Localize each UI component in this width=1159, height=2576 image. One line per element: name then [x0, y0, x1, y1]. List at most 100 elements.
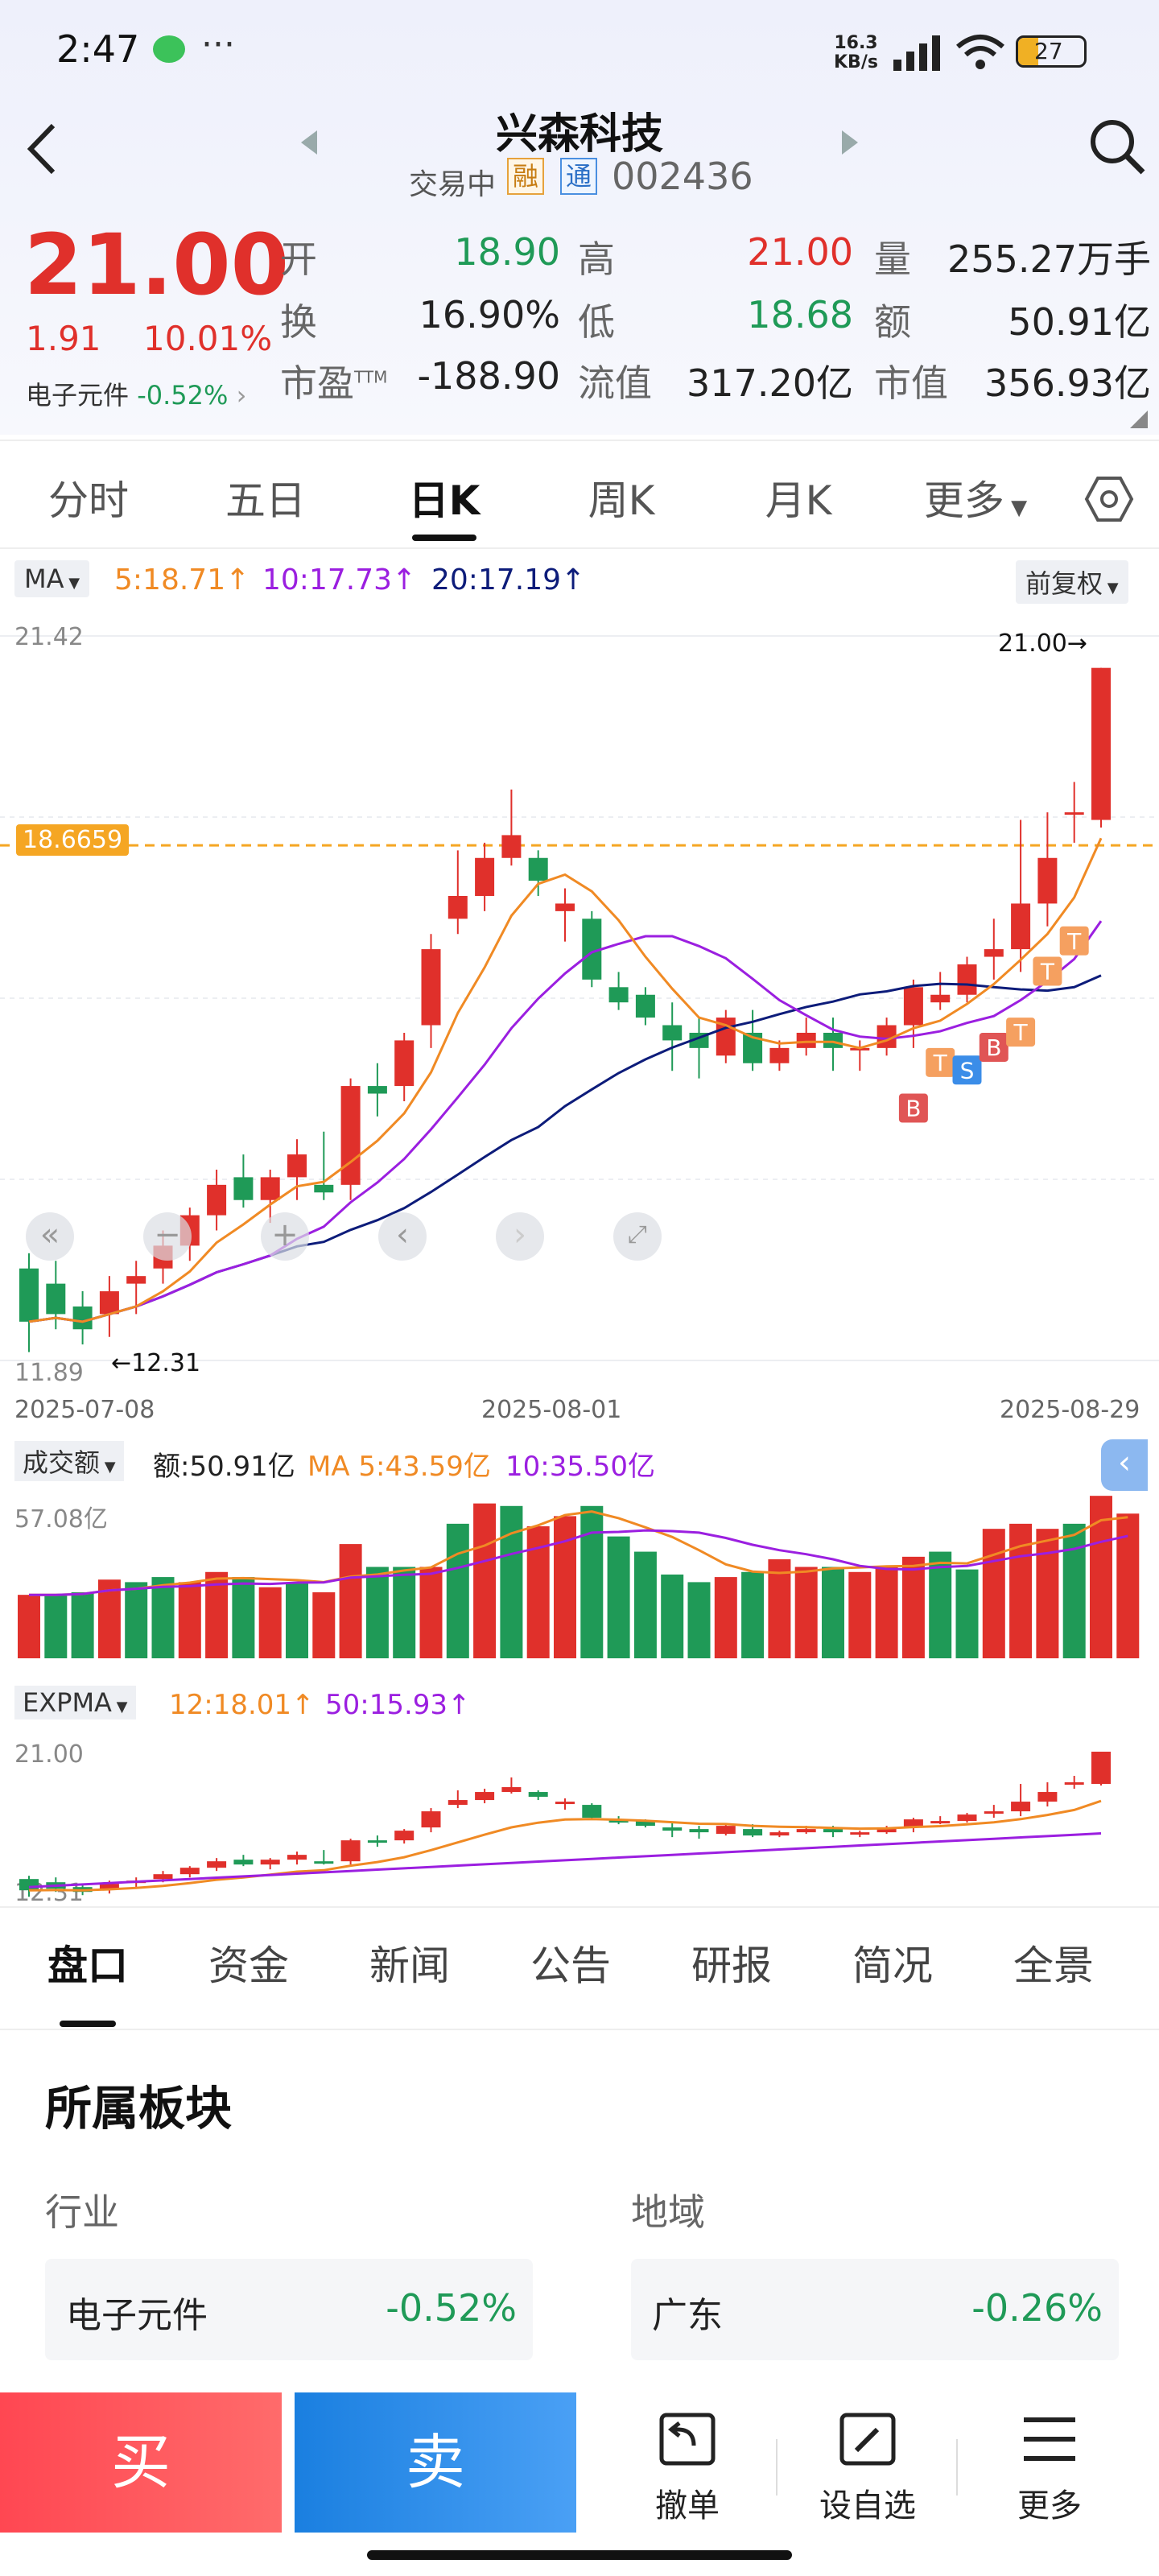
volume-bar	[768, 1559, 791, 1658]
settings-hexagon-icon[interactable]	[1083, 475, 1135, 523]
expma-candle-body	[769, 1832, 790, 1836]
industry-card[interactable]: 电子元件 -0.52%	[45, 2259, 533, 2360]
tab-more[interactable]: 更多 ▼	[923, 477, 1028, 524]
search-icon[interactable]	[1087, 116, 1148, 177]
expma-candle-body	[1064, 1782, 1084, 1785]
sector-link[interactable]: 电子元件 -0.52% ›	[26, 380, 247, 411]
tab-news[interactable]: 新闻	[369, 1942, 450, 1989]
candle-body	[957, 964, 977, 995]
candle-body	[823, 1032, 843, 1048]
volume-chart[interactable]	[0, 1481, 1159, 1666]
sector-pct: -0.52%	[137, 380, 229, 411]
more-dots-icon: ···	[201, 24, 235, 65]
expma-candle-body	[689, 1829, 709, 1833]
candle-body	[314, 1184, 334, 1193]
tab-announcements[interactable]: 公告	[530, 1942, 611, 1989]
expand-corner-icon[interactable]	[1130, 411, 1148, 428]
expma-candle-body	[984, 1811, 1004, 1814]
scroll-start-icon[interactable]: «	[26, 1212, 74, 1261]
zoom-in-icon[interactable]: +	[261, 1212, 309, 1261]
region-card[interactable]: 广东 -0.26%	[631, 2259, 1119, 2360]
y-axis-max: 21.42	[14, 623, 84, 651]
tab-profile[interactable]: 简况	[852, 1942, 933, 1989]
expma-candle-body	[662, 1827, 683, 1831]
next-stock-icon[interactable]	[840, 129, 860, 156]
candle-body	[448, 895, 468, 919]
sell-button[interactable]: 卖	[295, 2392, 576, 2533]
expma-candle-body	[528, 1792, 548, 1798]
expma-candle-body	[555, 1802, 575, 1805]
high-value: 21.00	[747, 230, 853, 274]
tab-intraday[interactable]: 分时	[48, 477, 129, 524]
tab-overview[interactable]: 全景	[1013, 1942, 1094, 1989]
expma-candle-body	[260, 1860, 280, 1865]
zoom-out-icon[interactable]: −	[143, 1212, 192, 1261]
ma20-value: 20:17.19↑	[431, 564, 586, 597]
trade-marker	[926, 1047, 955, 1077]
candle-body	[19, 1268, 39, 1322]
more-menu-label: 更多	[1017, 2487, 1082, 2524]
volume-bar	[232, 1577, 255, 1658]
expma50-line	[28, 1832, 1102, 1889]
volume-bar	[741, 1571, 765, 1658]
add-watchlist-button[interactable]: 设自选	[779, 2407, 956, 2536]
float-cap-value: 317.20亿	[687, 361, 853, 405]
volume-bar	[18, 1595, 40, 1658]
candle-body	[608, 987, 629, 1003]
market-cap-value: 356.93亿	[984, 361, 1151, 405]
candle-body	[421, 949, 441, 1026]
back-icon[interactable]	[23, 121, 63, 177]
active-tab-indicator	[412, 535, 476, 541]
expma-indicator-select[interactable]: EXPMA ▼	[14, 1686, 136, 1719]
fullscreen-icon[interactable]: ⤢	[613, 1212, 662, 1261]
expma-chart[interactable]	[0, 1731, 1159, 1908]
tab-handicap[interactable]: 盘口	[47, 1942, 128, 1989]
tab-funds[interactable]: 资金	[208, 1942, 289, 1989]
low-price-label: ←12.31	[111, 1349, 201, 1377]
expma-candle-body	[1037, 1792, 1058, 1802]
trade-marker	[1059, 926, 1089, 956]
volume-bar	[633, 1551, 657, 1658]
undo-icon	[659, 2413, 716, 2466]
volume-bar	[687, 1582, 711, 1658]
buy-button[interactable]: 买	[0, 2392, 282, 2533]
connect-tag: 通	[560, 158, 597, 195]
ma5-value: 5:18.71↑	[114, 564, 250, 597]
add-watchlist-label: 设自选	[819, 2487, 916, 2524]
more-menu-button[interactable]: 更多	[961, 2407, 1138, 2536]
tab-research[interactable]: 研报	[691, 1942, 772, 1989]
collapse-panel-icon[interactable]: ‹	[1101, 1439, 1148, 1491]
expma-candle-body	[448, 1800, 468, 1806]
expma-candle-body	[340, 1840, 361, 1862]
expma12-value: 12:18.01↑	[169, 1689, 315, 1721]
candle-body	[930, 994, 951, 1003]
divider	[0, 440, 1159, 441]
prev-stock-icon[interactable]	[299, 129, 319, 156]
volume-bar	[875, 1567, 898, 1658]
volume-bar	[151, 1577, 175, 1658]
tab-monthly-k[interactable]: 月K	[765, 477, 832, 524]
scroll-right-icon[interactable]: ›	[496, 1212, 544, 1261]
candle-body	[46, 1283, 66, 1315]
expma-candle-body	[179, 1868, 200, 1875]
volume-label: 量	[874, 237, 911, 281]
indicator-select-ma[interactable]: MA ▼	[14, 560, 90, 597]
stock-name: 兴森科技	[495, 110, 663, 159]
divider	[956, 2439, 958, 2496]
tab-weekly-k[interactable]: 周K	[588, 477, 655, 524]
cancel-order-button[interactable]: 撤单	[599, 2407, 776, 2536]
volume-ma5-line	[29, 1510, 1128, 1596]
divider	[776, 2439, 777, 2496]
volume-bar	[393, 1567, 416, 1658]
ma10-value: 10:17.73↑	[262, 564, 417, 597]
volume-indicator-select[interactable]: 成交额 ▼	[14, 1441, 124, 1481]
tab-five-day[interactable]: 五日	[225, 477, 306, 524]
volume-bar	[822, 1567, 844, 1658]
sector-name: 电子元件	[26, 380, 130, 411]
tab-daily-k[interactable]: 日K	[408, 477, 481, 524]
last-price: 21.00	[24, 216, 289, 314]
scroll-left-icon[interactable]: ‹	[378, 1212, 427, 1261]
volume-bar	[473, 1503, 497, 1658]
adjust-select[interactable]: 前复权 ▼	[1016, 560, 1128, 604]
